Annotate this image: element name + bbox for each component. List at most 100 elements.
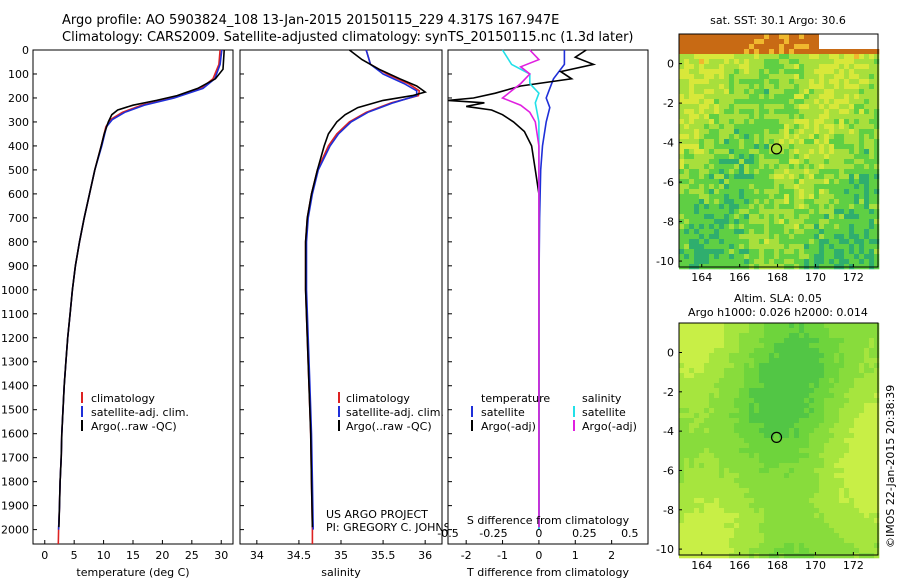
map-cell [709,59,715,65]
map-cell [784,129,790,135]
map-cell [774,488,780,494]
map-cell [719,69,725,75]
map-cell [724,433,730,439]
map-cell [844,538,850,544]
map-cell [809,144,815,150]
map-cell [759,343,765,349]
map-cell [724,398,730,404]
map-cell [684,348,690,354]
map-cell [734,199,740,205]
map-cell [779,109,785,115]
map-cell [849,323,855,329]
map-cell [774,358,780,364]
map-cell [809,114,815,120]
map-cell [814,473,820,479]
map-cell [869,508,875,514]
map-cell [689,194,695,200]
map-cell [794,533,800,539]
map-y-tick-label: 0 [667,346,674,359]
map-cell [759,478,765,484]
map-cell [744,169,750,175]
map-cell [784,139,790,145]
map-cell [719,363,725,369]
map-cell [774,74,780,80]
map-cell [864,328,870,334]
map-cell [839,393,845,399]
map-cell [874,189,880,195]
map-cell [724,358,730,364]
map-cell [794,513,800,519]
map-cell [764,124,770,130]
x-tick-label: 34 [250,549,264,562]
map-cell [779,259,785,265]
map-cell [734,328,740,334]
map-cell [854,378,860,384]
map-cell [819,214,825,220]
map-cell [679,119,685,125]
map-cell [759,149,765,155]
map-cell [724,194,730,200]
map-cell [844,433,850,439]
map-cell [694,353,700,359]
map-cell [704,478,710,484]
map-cell [854,104,860,110]
map-cell [869,428,875,434]
map-cell [804,119,810,125]
map-cell [729,74,735,80]
map-cell [824,408,830,414]
map-cell [694,328,700,334]
map-cell [714,124,720,130]
map-cell [854,109,860,115]
map-cell [764,408,770,414]
map-cell [834,468,840,474]
map-cell [739,418,745,424]
map-cell [779,129,785,135]
map-cell [859,54,865,60]
map-cell [809,388,815,394]
map-cell [784,99,790,105]
map-cell [729,239,735,245]
map-cell [724,209,730,215]
map-cell [869,119,875,125]
map-cell [869,513,875,519]
map-cell [799,139,805,145]
map-cell [679,139,685,145]
map-cell [764,428,770,434]
map-cell [819,508,825,514]
map-cell [844,109,850,115]
map-cell [869,393,875,399]
map-cell [744,408,750,414]
map-cell [864,159,870,165]
map-cell [794,209,800,215]
map-cell [769,59,775,65]
map-cell [709,523,715,529]
map-cell [874,343,880,349]
map-cell [869,403,875,409]
map-cell [819,49,825,55]
map-cell [794,338,800,344]
map-cell [709,144,715,150]
map-cell [784,518,790,524]
map-cell [689,204,695,210]
map-cell [779,518,785,524]
map-cell [804,39,810,45]
map-cell [864,134,870,140]
map-cell [694,169,700,175]
map-cell [784,408,790,414]
map-cell [789,343,795,349]
map-cell [789,219,795,225]
map-cell [699,388,705,394]
map-cell [789,159,795,165]
map-cell [724,413,730,419]
map-cell [684,49,690,55]
map-cell [789,508,795,514]
map-cell [739,164,745,170]
map-cell [749,34,755,40]
map-cell [714,413,720,419]
map-cell [714,478,720,484]
map-cell [839,204,845,210]
map-cell [749,114,755,120]
map-cell [769,234,775,240]
map-cell [754,413,760,419]
map-cell [829,139,835,145]
